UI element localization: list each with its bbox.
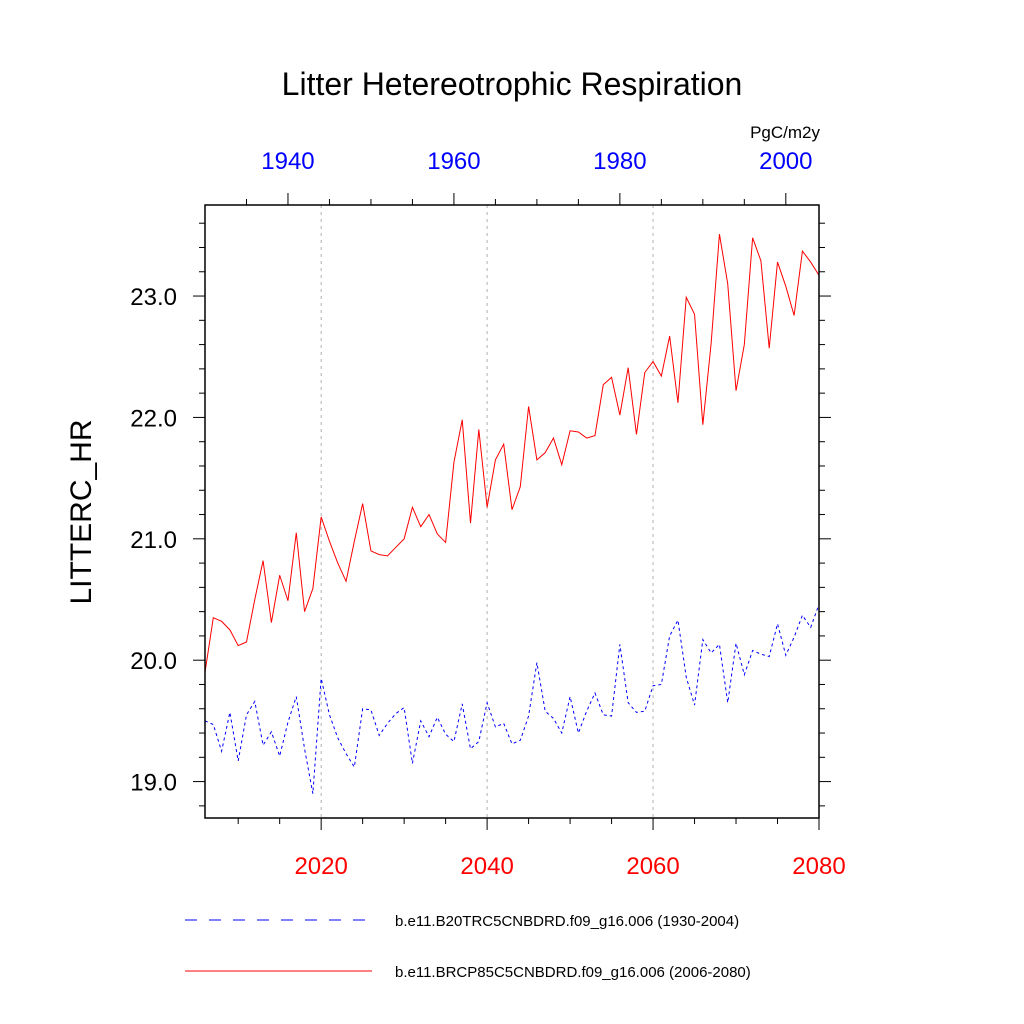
- chart-title: Litter Hetereotrophic Respiration: [282, 66, 743, 102]
- y-tick-label: 23.0: [130, 284, 177, 311]
- axes: 19.0 20.0 21.0 22.0 23.0 2020 2040 2060 2080 1940…: [130, 148, 845, 880]
- x-bottom-tick-label: 2020: [294, 853, 347, 880]
- units-label: PgC/m2y: [750, 123, 820, 142]
- gridlines: [320, 205, 654, 818]
- x-bottom-tick-label: 2080: [792, 853, 845, 880]
- plot-frame: [204, 204, 820, 819]
- legend-label: b.e11.B20TRC5CNBDRD.f09_g16.006 (1930-20…: [395, 913, 739, 930]
- x-top-tick-label: 2000: [759, 148, 812, 175]
- y-tick-label: 20.0: [130, 648, 177, 675]
- y-tick-label: 22.0: [130, 405, 177, 432]
- legend: b.e11.B20TRC5CNBDRD.f09_g16.006 (1930-20…: [185, 913, 751, 981]
- legend-label: b.e11.BRCP85C5CNBDRD.f09_g16.006 (2006-2…: [395, 964, 751, 981]
- y-tick-label: 19.0: [130, 770, 177, 797]
- y-axis-label: LITTERC_HR: [65, 419, 98, 604]
- series-line-historical: [204, 604, 820, 794]
- x-bottom-tick-label: 2060: [626, 853, 679, 880]
- x-top-tick-label: 1980: [593, 148, 646, 175]
- series-line-projection: [204, 234, 820, 673]
- x-top-tick-label: 1960: [427, 148, 480, 175]
- y-tick-label: 21.0: [130, 527, 177, 554]
- x-bottom-tick-label: 2040: [460, 853, 513, 880]
- x-top-tick-label: 1940: [261, 148, 314, 175]
- series-group: [204, 234, 820, 794]
